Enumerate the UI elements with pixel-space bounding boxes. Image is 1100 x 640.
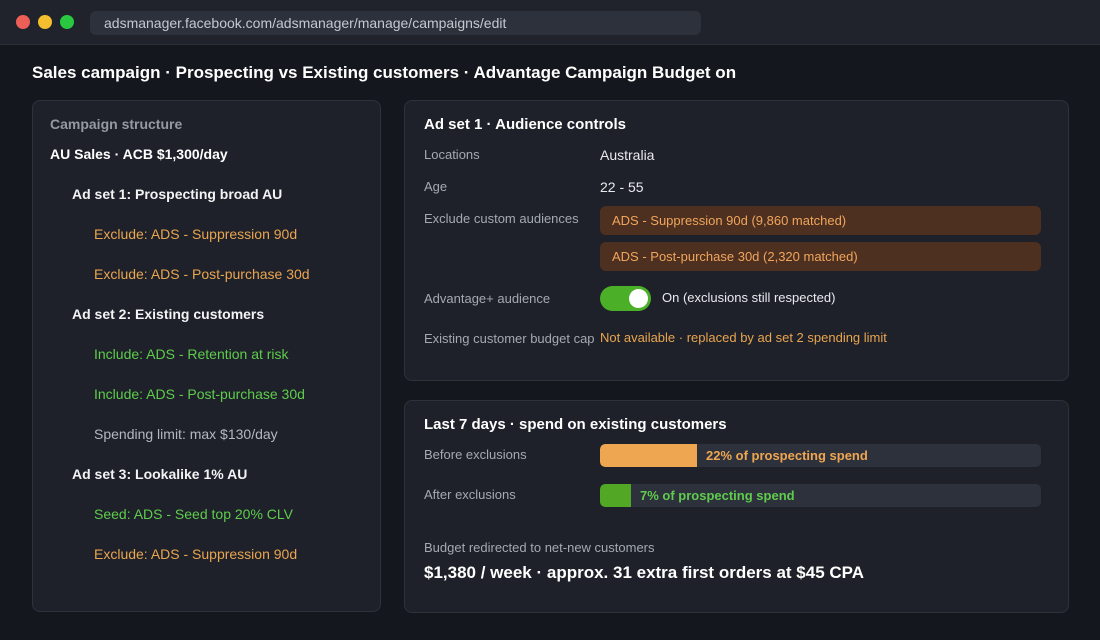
budget-cap-label: Existing customer budget cap	[424, 331, 595, 346]
audience-rule: Include: ADS - Post-purchase 30d	[94, 386, 305, 402]
after-exclusions-label: After exclusions	[424, 487, 516, 502]
locations-value[interactable]: Australia	[600, 147, 655, 163]
spend-panel: Last 7 days · spend on existing customer…	[404, 400, 1069, 613]
age-value[interactable]: 22 - 55	[600, 179, 644, 195]
adset-row[interactable]: Ad set 3: Lookalike 1% AU	[72, 466, 248, 482]
audience-rule: Exclude: ADS - Suppression 90d	[94, 226, 298, 242]
toggle-knob	[629, 289, 648, 308]
spend-bar-fill	[600, 444, 697, 467]
adset-row[interactable]: Ad set 1: Prospecting broad AU	[72, 186, 283, 202]
spend-bar-label: 7% of prospecting spend	[640, 488, 795, 503]
campaign-row[interactable]: AU Sales · ACB $1,300/day	[50, 146, 228, 162]
close-window-button[interactable]	[16, 15, 30, 29]
campaign-structure-panel: Campaign structure AU Sales · ACB $1,300…	[32, 100, 381, 612]
excluded-audience-chip[interactable]: ADS - Post-purchase 30d (2,320 matched)	[600, 242, 1041, 271]
locations-label: Locations	[424, 147, 480, 162]
audience-rule: Include: ADS - Retention at risk	[94, 346, 289, 362]
spend-bar-track: 22% of prospecting spend	[600, 444, 1041, 467]
audience-controls-panel: Ad set 1 · Audience controls Locations A…	[404, 100, 1069, 381]
advantage-audience-label: Advantage+ audience	[424, 291, 551, 306]
browser-titlebar: adsmanager.facebook.com/adsmanager/manag…	[0, 0, 1100, 45]
advantage-audience-toggle[interactable]	[600, 286, 651, 311]
spend-title: Last 7 days · spend on existing customer…	[424, 416, 727, 433]
audience-rule: Seed: ADS - Seed top 20% CLV	[94, 506, 293, 522]
audience-rule: Exclude: ADS - Suppression 90d	[94, 546, 298, 562]
spend-bar-fill	[600, 484, 631, 507]
age-label: Age	[424, 179, 448, 194]
budget-redirect-label: Budget redirected to net-new customers	[424, 540, 655, 555]
spend-bar-track: 7% of prospecting spend	[600, 484, 1041, 507]
advantage-audience-status: On (exclusions still respected)	[662, 290, 836, 305]
exclude-audiences-label: Exclude custom audiences	[424, 211, 579, 226]
budget-cap-value: Not available · replaced by ad set 2 spe…	[600, 330, 887, 345]
budget-redirect-value: $1,380 / week · approx. 31 extra first o…	[424, 563, 865, 582]
audience-rule: Exclude: ADS - Post-purchase 30d	[94, 266, 310, 282]
maximize-window-button[interactable]	[60, 15, 74, 29]
excluded-audience-chip[interactable]: ADS - Suppression 90d (9,860 matched)	[600, 206, 1041, 235]
page-title: Sales campaign · Prospecting vs Existing…	[32, 63, 737, 82]
before-exclusions-label: Before exclusions	[424, 447, 527, 462]
audience-controls-title: Ad set 1 · Audience controls	[424, 116, 626, 133]
campaign-structure-heading: Campaign structure	[50, 116, 183, 132]
adset-row[interactable]: Ad set 2: Existing customers	[72, 306, 265, 322]
minimize-window-button[interactable]	[38, 15, 52, 29]
spending-limit-rule: Spending limit: max $130/day	[94, 426, 278, 442]
address-bar[interactable]: adsmanager.facebook.com/adsmanager/manag…	[90, 11, 701, 35]
spend-bar-label: 22% of prospecting spend	[706, 448, 868, 463]
